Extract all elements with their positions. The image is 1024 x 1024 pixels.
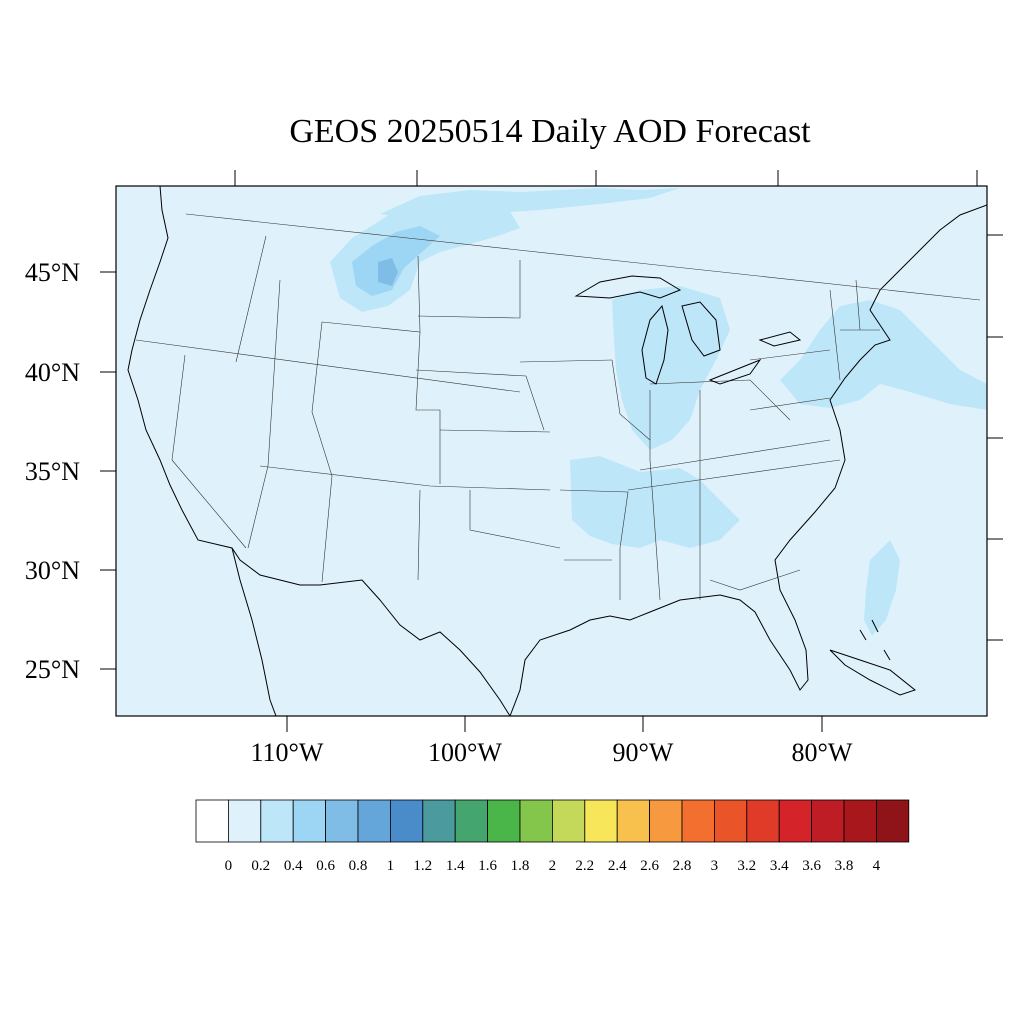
longitude-labels: 110°W 100°W 90°W 80°W <box>251 738 853 767</box>
colorbar-swatch <box>876 799 910 843</box>
colorbar-level-label: 2.4 <box>608 858 627 874</box>
colorbar-level-label: 1.2 <box>413 858 432 874</box>
map-background <box>116 186 987 716</box>
mexico-coastline <box>231 547 277 716</box>
colorbar-swatch <box>649 799 683 843</box>
aod-plume-atlantic-south <box>864 540 900 636</box>
colorbar-level-label: 2.8 <box>673 858 692 874</box>
colorbar: 0 0.2 0.4 0.6 0.8 1 1.2 1.4 1.6 1.8 2 2.2 2.4 2.6 2.8 3… <box>195 799 910 874</box>
lon-label: 110°W <box>251 738 324 767</box>
aod-plume-montana-core <box>378 258 398 286</box>
colorbar-swatch <box>454 799 489 843</box>
colorbar-swatch <box>681 799 715 843</box>
colorbar-level-label: 3 <box>711 858 719 874</box>
aod-plume-canada <box>380 188 680 222</box>
colorbar-level-label: 4 <box>873 858 881 874</box>
colorbar-level-label: 3.4 <box>770 858 789 874</box>
colorbar-level-label: 0.6 <box>316 858 335 874</box>
lat-label: 35°N <box>25 457 80 486</box>
colorbar-labels: 0 0.2 0.4 0.6 0.8 1 1.2 1.4 1.6 1.8 2 2.2 2.4 2.6 2.8 3… <box>225 858 881 874</box>
aod-plume-south-central <box>570 456 740 548</box>
colorbar-level-label: 3.2 <box>737 858 756 874</box>
colorbar-level-label: 0 <box>225 858 233 874</box>
colorbar-boxes <box>195 799 910 843</box>
lat-label: 45°N <box>25 258 80 287</box>
map-title: GEOS 20250514 Daily AOD Forecast <box>289 113 811 150</box>
colorbar-level-label: 2 <box>549 858 557 874</box>
lat-label: 30°N <box>25 556 80 585</box>
colorbar-level-label: 3.6 <box>802 858 821 874</box>
colorbar-swatch <box>389 799 424 843</box>
lat-label: 40°N <box>25 358 80 387</box>
map-ticks <box>100 170 1003 732</box>
latitude-labels: 45°N 40°N 35°N 30°N 25°N <box>25 258 80 684</box>
lon-label: 90°W <box>613 738 674 767</box>
colorbar-swatch <box>357 799 391 843</box>
colorbar-level-label: 1.6 <box>478 858 497 874</box>
colorbar-swatch <box>325 799 359 843</box>
bahamas-coastline <box>859 619 891 661</box>
us-coastline <box>127 186 987 716</box>
colorbar-swatch <box>584 799 618 843</box>
colorbar-level-label: 2.2 <box>575 858 594 874</box>
colorbar-level-label: 1 <box>387 858 395 874</box>
colorbar-level-label: 2.6 <box>640 858 659 874</box>
colorbar-level-label: 1.4 <box>446 858 465 874</box>
colorbar-swatch <box>422 799 456 843</box>
colorbar-level-label: 0.2 <box>251 858 270 874</box>
colorbar-swatch <box>843 799 877 843</box>
lat-label: 25°N <box>25 655 80 684</box>
colorbar-swatch <box>487 799 521 843</box>
colorbar-level-label: 0.8 <box>349 858 368 874</box>
lon-label: 100°W <box>428 738 502 767</box>
colorbar-swatch <box>292 799 327 843</box>
colorbar-swatch <box>778 799 813 843</box>
colorbar-swatch <box>195 799 229 843</box>
colorbar-swatch <box>552 799 586 843</box>
colorbar-level-label: 3.8 <box>835 858 854 874</box>
colorbar-swatch <box>616 799 651 843</box>
cuba-coastline <box>829 649 917 696</box>
colorbar-swatch <box>260 799 294 843</box>
aod-plumes <box>330 188 987 636</box>
colorbar-swatch <box>714 799 748 843</box>
great-lakes <box>574 275 802 385</box>
state-boundaries <box>135 213 981 601</box>
map-panel: 45°N 40°N 35°N 30°N 25°N 110°W 100°W 90°… <box>25 170 1003 767</box>
colorbar-swatch <box>746 799 780 843</box>
map-frame <box>115 185 988 717</box>
colorbar-swatch <box>811 799 845 843</box>
aod-plume-northern-plains-core <box>352 226 440 296</box>
aod-plume-northeast-atlantic <box>780 300 987 410</box>
colorbar-level-label: 1.8 <box>511 858 530 874</box>
aod-plume-great-lakes <box>612 286 730 450</box>
colorbar-level-label: 0.4 <box>284 858 303 874</box>
colorbar-swatch <box>519 799 553 843</box>
colorbar-swatch <box>227 799 262 843</box>
lon-label: 80°W <box>792 738 853 767</box>
